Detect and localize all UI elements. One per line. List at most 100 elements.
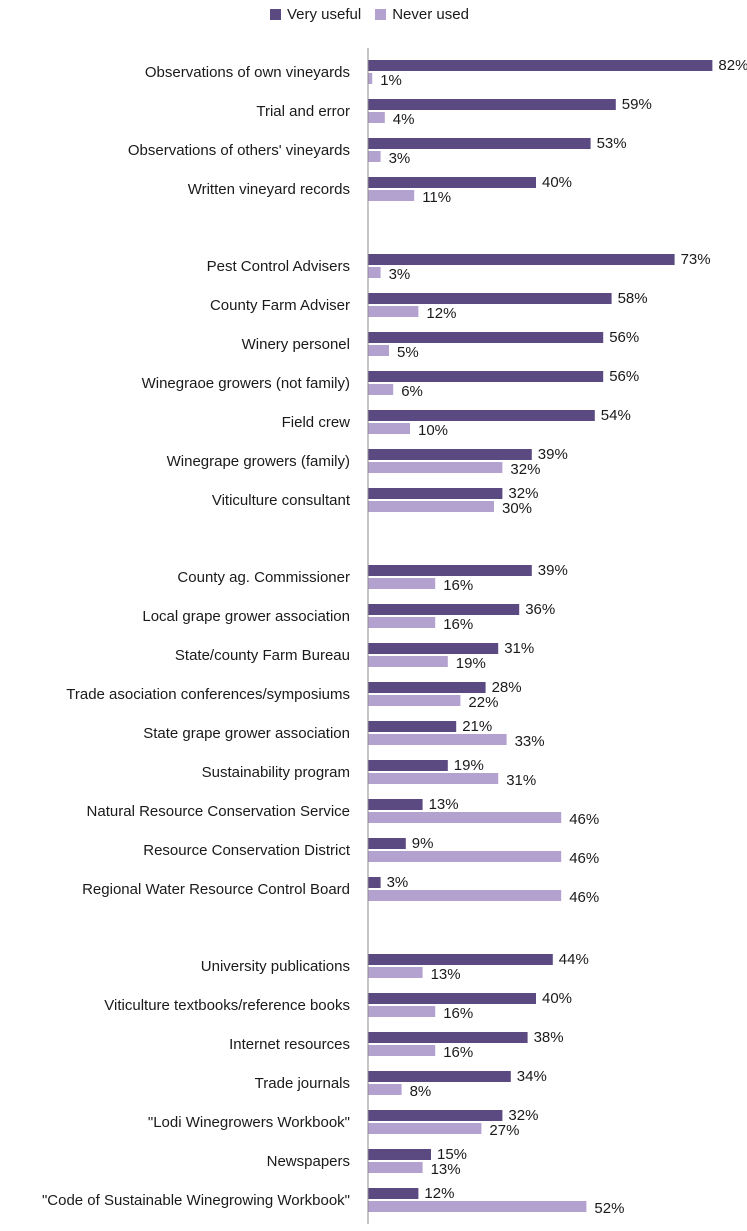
bar-very-useful <box>368 1188 419 1199</box>
bar-never-used <box>368 1045 436 1056</box>
data-label-very-useful: 12% <box>424 1185 454 1202</box>
data-label-never-used: 5% <box>397 344 419 361</box>
data-label-very-useful: 56% <box>609 368 639 385</box>
category-label: "Code of Sustainable Winegrowing Workboo… <box>42 1192 350 1209</box>
data-label-very-useful: 39% <box>538 562 568 579</box>
data-label-very-useful: 3% <box>387 874 409 891</box>
category-label: Trade journals <box>255 1075 350 1092</box>
legend-swatch-very-useful <box>270 9 281 20</box>
data-label-never-used: 13% <box>431 966 461 983</box>
category-label: State/county Farm Bureau <box>175 647 350 664</box>
bar-never-used <box>368 695 461 706</box>
category-label: Viticulture textbooks/reference books <box>104 997 350 1014</box>
data-label-never-used: 1% <box>380 72 402 89</box>
bar-never-used <box>368 812 562 823</box>
bar-never-used <box>368 73 373 84</box>
data-label-never-used: 19% <box>456 655 486 672</box>
bar-never-used <box>368 1201 587 1212</box>
data-label-very-useful: 39% <box>538 446 568 463</box>
data-label-never-used: 46% <box>569 850 599 867</box>
category-label: Regional Water Resource Control Board <box>82 881 350 898</box>
data-label-very-useful: 32% <box>508 485 538 502</box>
data-label-very-useful: 58% <box>618 290 648 307</box>
bar-never-used <box>368 656 448 667</box>
data-label-never-used: 33% <box>515 733 545 750</box>
bar-very-useful <box>368 1071 511 1082</box>
data-label-very-useful: 56% <box>609 329 639 346</box>
data-label-never-used: 16% <box>443 616 473 633</box>
data-label-very-useful: 34% <box>517 1068 547 1085</box>
bar-very-useful <box>368 838 406 849</box>
category-label: Observations of own vineyards <box>145 64 350 81</box>
bar-never-used <box>368 1084 402 1095</box>
data-label-never-used: 16% <box>443 1044 473 1061</box>
category-label: County ag. Commissioner <box>177 569 350 586</box>
bar-very-useful <box>368 99 616 110</box>
bar-very-useful <box>368 371 604 382</box>
bar-never-used <box>368 423 410 434</box>
category-label: Newspapers <box>267 1153 350 1170</box>
bar-very-useful <box>368 332 604 343</box>
legend-label-never-used: Never used <box>392 6 469 23</box>
data-label-never-used: 6% <box>401 383 423 400</box>
bar-very-useful <box>368 293 612 304</box>
category-label: Field crew <box>282 414 351 431</box>
category-label: Natural Resource Conservation Service <box>87 803 350 820</box>
data-label-never-used: 13% <box>431 1161 461 1178</box>
legend: Very useful Never used <box>270 6 483 23</box>
bar-never-used <box>368 501 494 512</box>
data-label-very-useful: 44% <box>559 951 589 968</box>
bar-never-used <box>368 306 419 317</box>
data-label-never-used: 12% <box>426 305 456 322</box>
bar-never-used <box>368 345 389 356</box>
category-label: Winery personel <box>242 336 350 353</box>
data-label-never-used: 31% <box>506 772 536 789</box>
bar-never-used <box>368 773 499 784</box>
data-label-very-useful: 15% <box>437 1146 467 1163</box>
category-label: University publications <box>201 958 350 975</box>
data-label-never-used: 16% <box>443 577 473 594</box>
bar-very-useful <box>368 565 532 576</box>
data-label-very-useful: 40% <box>542 990 572 1007</box>
data-label-never-used: 46% <box>569 811 599 828</box>
data-label-never-used: 22% <box>468 694 498 711</box>
category-label: Observations of others' vineyards <box>128 142 350 159</box>
data-label-never-used: 3% <box>389 266 411 283</box>
bar-never-used <box>368 1006 436 1017</box>
category-label: Winegrape growers (family) <box>167 453 350 470</box>
data-label-never-used: 4% <box>393 111 415 128</box>
bar-very-useful <box>368 760 448 771</box>
data-label-very-useful: 9% <box>412 835 434 852</box>
category-label: Trial and error <box>256 103 350 120</box>
bar-never-used <box>368 1162 423 1173</box>
data-label-very-useful: 40% <box>542 174 572 191</box>
data-label-very-useful: 38% <box>534 1029 564 1046</box>
bar-very-useful <box>368 60 713 71</box>
bar-never-used <box>368 1123 482 1134</box>
bar-never-used <box>368 190 415 201</box>
category-label: Trade asociation conferences/symposiums <box>66 686 350 703</box>
category-label: "Lodi Winegrowers Workbook" <box>148 1114 350 1131</box>
category-label: Resource Conservation District <box>143 842 351 859</box>
bar-very-useful <box>368 954 553 965</box>
data-label-never-used: 11% <box>422 189 451 206</box>
data-label-very-useful: 82% <box>718 57 747 74</box>
category-label: Internet resources <box>229 1036 350 1053</box>
data-label-very-useful: 59% <box>622 96 652 113</box>
bar-very-useful <box>368 643 499 654</box>
bar-very-useful <box>368 1149 431 1160</box>
bar-never-used <box>368 462 503 473</box>
bar-very-useful <box>368 993 536 1004</box>
bar-very-useful <box>368 877 381 888</box>
data-label-very-useful: 21% <box>462 718 492 735</box>
data-label-never-used: 3% <box>389 150 411 167</box>
bar-never-used <box>368 617 436 628</box>
category-label: Pest Control Advisers <box>207 258 350 275</box>
bar-very-useful <box>368 254 675 265</box>
data-label-never-used: 16% <box>443 1005 473 1022</box>
bar-very-useful <box>368 449 532 460</box>
data-label-very-useful: 19% <box>454 757 484 774</box>
bar-very-useful <box>368 604 520 615</box>
category-label: Viticulture consultant <box>212 492 351 509</box>
